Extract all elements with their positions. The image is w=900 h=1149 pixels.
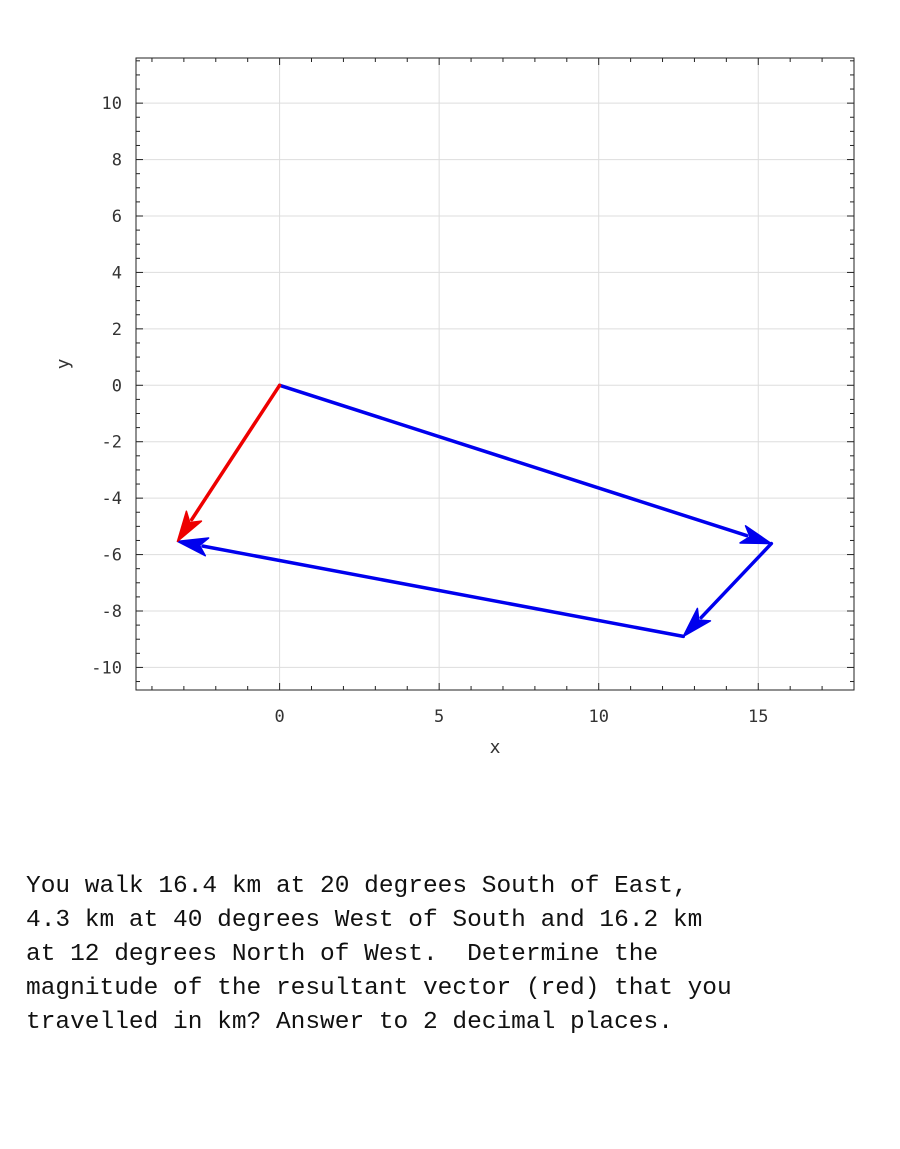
y-tick-label: 8	[112, 151, 122, 171]
vector-leg-3	[176, 537, 686, 639]
vector-resultant	[176, 383, 282, 543]
vector-shaft	[201, 544, 686, 639]
plot-frame	[135, 57, 855, 691]
y-tick-label: -6	[102, 546, 122, 566]
question-line: 4.3 km at 40 degrees West of South and 1…	[26, 907, 703, 934]
vector-shaft	[277, 383, 749, 538]
y-tick-label: -8	[102, 602, 122, 622]
question-line: travelled in km? Answer to 2 decimal pla…	[26, 1009, 673, 1036]
vector-arrowhead	[739, 525, 773, 545]
minor-ticks	[136, 58, 855, 690]
y-tick-label: -10	[91, 658, 122, 678]
vector-shaft	[699, 541, 774, 620]
vector-arrowhead	[176, 537, 210, 557]
question-line: magnitude of the resultant vector (red) …	[26, 975, 732, 1002]
y-axis-label: y	[53, 358, 74, 369]
vector-shaft	[189, 383, 282, 522]
question-line: at 12 degrees North of West. Determine t…	[26, 941, 659, 968]
y-tick-label: 4	[112, 263, 122, 283]
question-text: You walk 16.4 km at 20 degrees South of …	[26, 870, 886, 1040]
y-tick-label: -4	[102, 489, 122, 509]
y-tick-label: -2	[102, 433, 122, 453]
question-line: You walk 16.4 km at 20 degrees South of …	[26, 873, 688, 900]
vectors	[176, 383, 774, 639]
vector-arrowhead	[682, 607, 712, 638]
x-tick-labels: 0 5 10 15	[274, 707, 768, 727]
vector-leg-1	[277, 383, 773, 545]
x-axis-label: x	[490, 737, 501, 758]
y-tick-labels: -10 -8 -6 -4 -2 0 2 4 6 8 10	[91, 94, 122, 678]
vector-leg-2	[682, 541, 774, 638]
grid-lines	[136, 58, 854, 690]
x-tick-label: 15	[748, 707, 768, 727]
vector-chart: 0 5 10 15 -10 -8 -6 -4 -2 0 2 4 6 8 10 x y	[53, 57, 855, 758]
x-tick-label: 5	[434, 707, 444, 727]
x-tick-label: 10	[588, 707, 608, 727]
vector-arrowhead	[176, 510, 203, 543]
y-tick-label: 6	[112, 207, 122, 227]
y-tick-label: 10	[102, 94, 122, 114]
y-tick-label: 2	[112, 320, 122, 340]
y-tick-label: 0	[112, 376, 122, 396]
x-tick-label: 0	[274, 707, 284, 727]
